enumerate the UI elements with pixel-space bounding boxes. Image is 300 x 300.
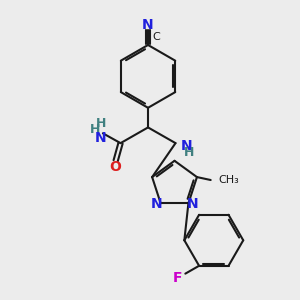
- Text: N: N: [187, 197, 198, 212]
- Text: N: N: [151, 197, 163, 212]
- Text: F: F: [173, 271, 182, 285]
- Text: CH₃: CH₃: [218, 175, 239, 185]
- Text: H: H: [90, 123, 100, 136]
- Text: C: C: [152, 32, 160, 42]
- Text: O: O: [110, 160, 122, 174]
- Text: N: N: [142, 18, 154, 32]
- Text: H: H: [96, 117, 106, 130]
- Text: H: H: [184, 146, 194, 159]
- Text: N: N: [95, 131, 107, 145]
- Text: N: N: [180, 139, 192, 153]
